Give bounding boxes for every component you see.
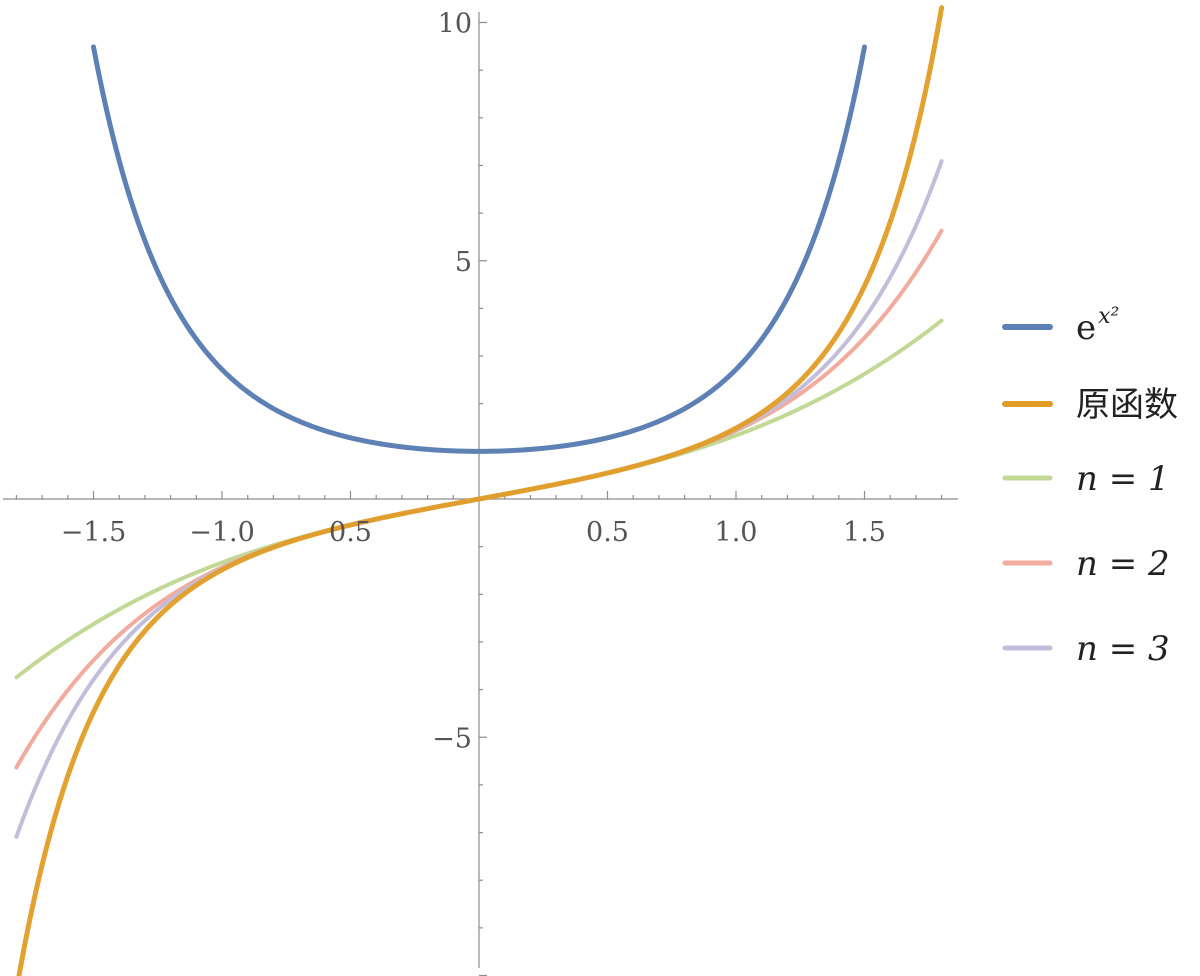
legend-item: ex²: [1002, 304, 1119, 348]
legend-label-base: e: [1076, 308, 1096, 348]
legend-label-superscript: x²: [1098, 304, 1119, 329]
series-line-2: [16, 5, 945, 976]
x-tick-label: −1.0: [189, 517, 255, 548]
legend: ex² 原函数 n = 1 n = 2 n = 3: [1002, 304, 1178, 669]
x-tick-label: 0.5: [329, 517, 372, 548]
plot-area: [14, 5, 945, 976]
y-tick-label: −5: [432, 723, 472, 754]
legend-item: 原函数: [1002, 385, 1178, 425]
legend-item: n = 3: [1002, 629, 1170, 669]
legend-label: n = 3: [1076, 629, 1170, 669]
x-tick-label: −1.5: [61, 517, 127, 548]
x-tick-label: 1.0: [715, 517, 758, 548]
legend-label: ex²: [1076, 304, 1119, 348]
legend-item: n = 2: [1002, 544, 1170, 584]
y-tick-label: 5: [455, 247, 472, 278]
legend-label: n = 1: [1076, 459, 1170, 499]
x-tick-label: 0.5: [586, 517, 629, 548]
tick-labels: −1.5 −1.0 0.5 0.5 1.0 1.5 10 5 −5: [61, 9, 886, 755]
legend-label: n = 2: [1076, 544, 1170, 584]
series-line-1: [91, 44, 867, 454]
axes: [3, 12, 958, 976]
legend-item: n = 1: [1002, 459, 1170, 499]
x-tick-label: 1.5: [843, 517, 886, 548]
legend-label: 原函数: [1076, 385, 1178, 425]
y-tick-label: 10: [438, 9, 472, 40]
